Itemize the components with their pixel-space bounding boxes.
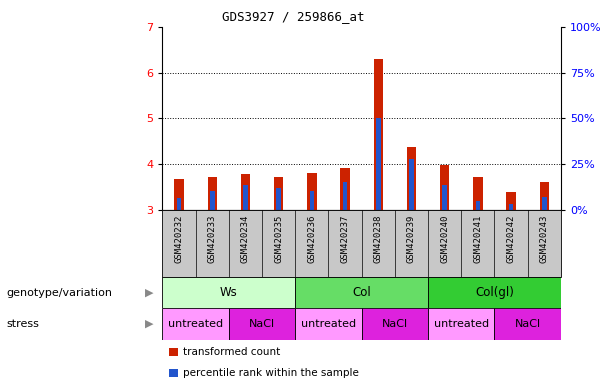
Bar	[428, 308, 495, 340]
Bar	[169, 369, 178, 377]
Bar	[409, 159, 414, 210]
Bar	[343, 182, 348, 210]
Text: ▶: ▶	[145, 288, 153, 298]
Bar	[476, 200, 480, 210]
Text: GSM420240: GSM420240	[440, 215, 449, 263]
Bar	[428, 277, 561, 308]
Text: GDS3927 / 259866_at: GDS3927 / 259866_at	[223, 10, 365, 23]
Text: untreated: untreated	[301, 319, 356, 329]
Bar	[162, 308, 229, 340]
Bar	[495, 308, 561, 340]
Bar	[162, 277, 295, 308]
Text: GSM420241: GSM420241	[473, 215, 482, 263]
Text: GSM420236: GSM420236	[307, 215, 316, 263]
Text: GSM420235: GSM420235	[274, 215, 283, 263]
Bar	[539, 182, 549, 210]
Bar	[376, 118, 381, 210]
Bar	[229, 308, 295, 340]
Bar	[177, 198, 181, 210]
Bar	[506, 192, 516, 210]
Text: stress: stress	[6, 319, 39, 329]
Text: GSM420243: GSM420243	[540, 215, 549, 263]
Text: GSM420232: GSM420232	[175, 215, 183, 263]
Bar	[509, 204, 514, 210]
Text: transformed count: transformed count	[183, 347, 280, 357]
Bar	[241, 174, 250, 210]
Text: GSM420234: GSM420234	[241, 215, 250, 263]
Bar	[310, 190, 314, 210]
Bar	[208, 177, 217, 210]
Bar	[274, 177, 283, 210]
Text: GSM420233: GSM420233	[208, 215, 217, 263]
Text: NaCl: NaCl	[249, 319, 275, 329]
Bar	[340, 168, 350, 210]
Text: ▶: ▶	[145, 319, 153, 329]
Bar	[440, 165, 449, 210]
Text: NaCl: NaCl	[382, 319, 408, 329]
Bar	[542, 197, 547, 210]
Bar	[307, 173, 316, 210]
Bar	[407, 147, 416, 210]
Text: NaCl: NaCl	[515, 319, 541, 329]
Text: untreated: untreated	[168, 319, 223, 329]
Text: Col(gl): Col(gl)	[475, 286, 514, 299]
Text: GSM420239: GSM420239	[407, 215, 416, 263]
Bar	[169, 348, 178, 356]
Bar	[295, 277, 428, 308]
Bar	[473, 177, 482, 210]
Bar	[276, 188, 281, 210]
Bar	[175, 179, 184, 210]
Text: GSM420237: GSM420237	[341, 215, 349, 263]
Text: GSM420242: GSM420242	[506, 215, 516, 263]
Text: Ws: Ws	[220, 286, 238, 299]
Bar	[374, 59, 383, 210]
Text: untreated: untreated	[434, 319, 489, 329]
Text: Col: Col	[352, 286, 371, 299]
Bar	[295, 308, 362, 340]
Bar	[443, 185, 447, 210]
Bar	[243, 185, 248, 210]
Text: percentile rank within the sample: percentile rank within the sample	[183, 368, 359, 378]
Text: GSM420238: GSM420238	[374, 215, 383, 263]
Bar	[362, 308, 428, 340]
Bar	[210, 191, 215, 210]
Text: genotype/variation: genotype/variation	[6, 288, 112, 298]
